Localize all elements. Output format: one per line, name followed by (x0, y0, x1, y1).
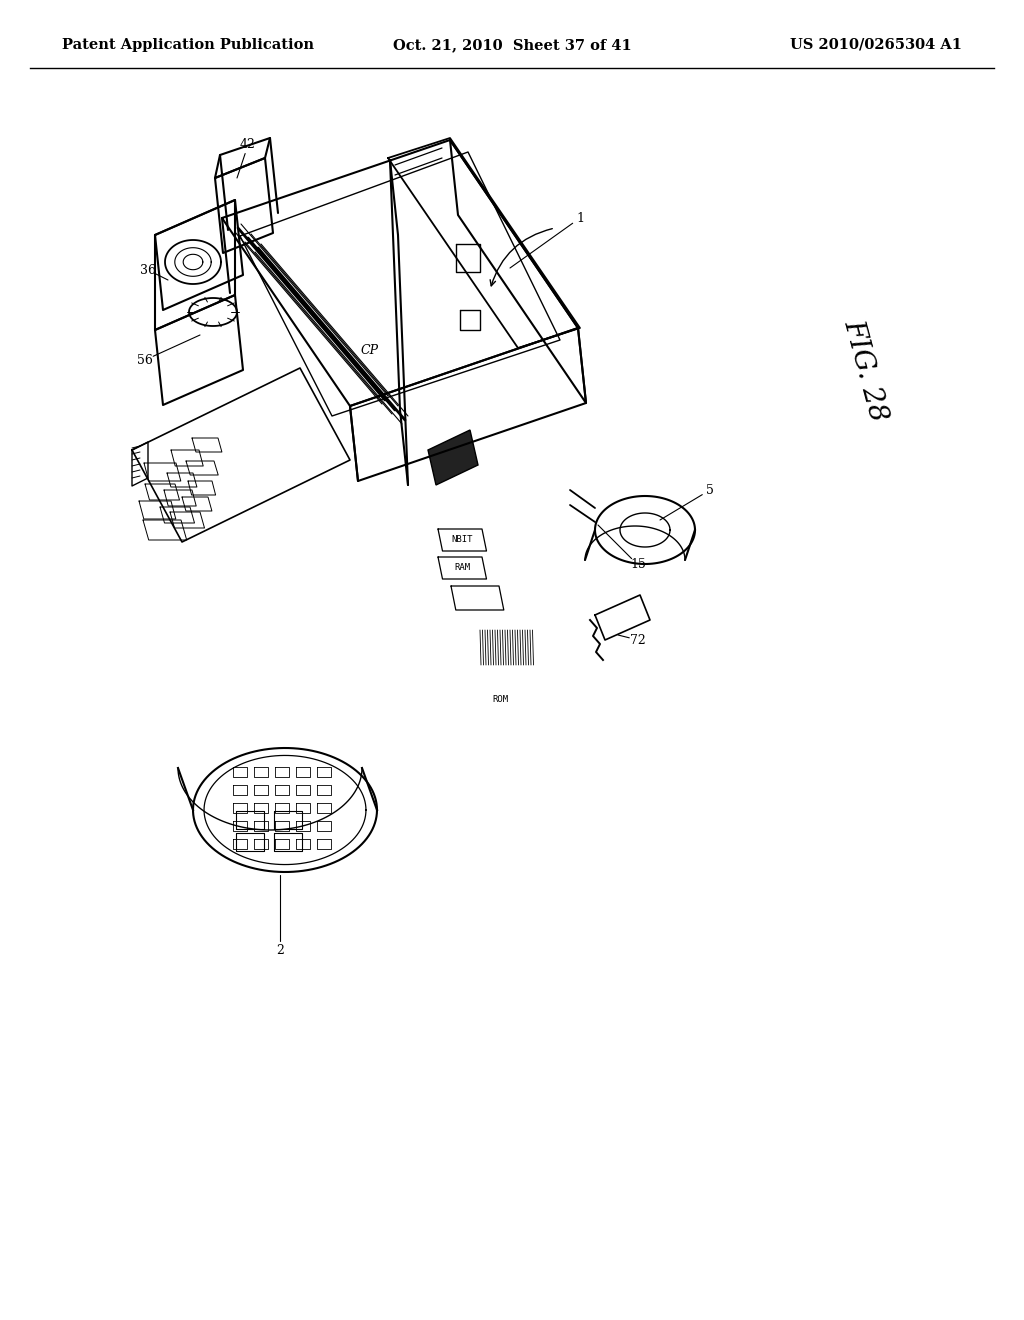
Text: FIG. 28: FIG. 28 (839, 315, 892, 424)
Text: 5: 5 (707, 483, 714, 496)
Text: Oct. 21, 2010  Sheet 37 of 41: Oct. 21, 2010 Sheet 37 of 41 (392, 38, 632, 51)
Text: US 2010/0265304 A1: US 2010/0265304 A1 (790, 38, 962, 51)
Text: 42: 42 (240, 139, 256, 152)
Text: 56: 56 (137, 354, 153, 367)
Text: Patent Application Publication: Patent Application Publication (62, 38, 314, 51)
Text: 15: 15 (630, 558, 646, 572)
Text: CP: CP (361, 343, 379, 356)
Text: ROM: ROM (492, 696, 508, 705)
Text: 72: 72 (630, 634, 646, 647)
Text: 1: 1 (575, 211, 584, 224)
Polygon shape (428, 430, 478, 484)
Text: 36: 36 (140, 264, 156, 276)
Text: 2: 2 (276, 944, 284, 957)
Text: RAM: RAM (455, 564, 470, 573)
Text: NBIT: NBIT (452, 536, 473, 544)
